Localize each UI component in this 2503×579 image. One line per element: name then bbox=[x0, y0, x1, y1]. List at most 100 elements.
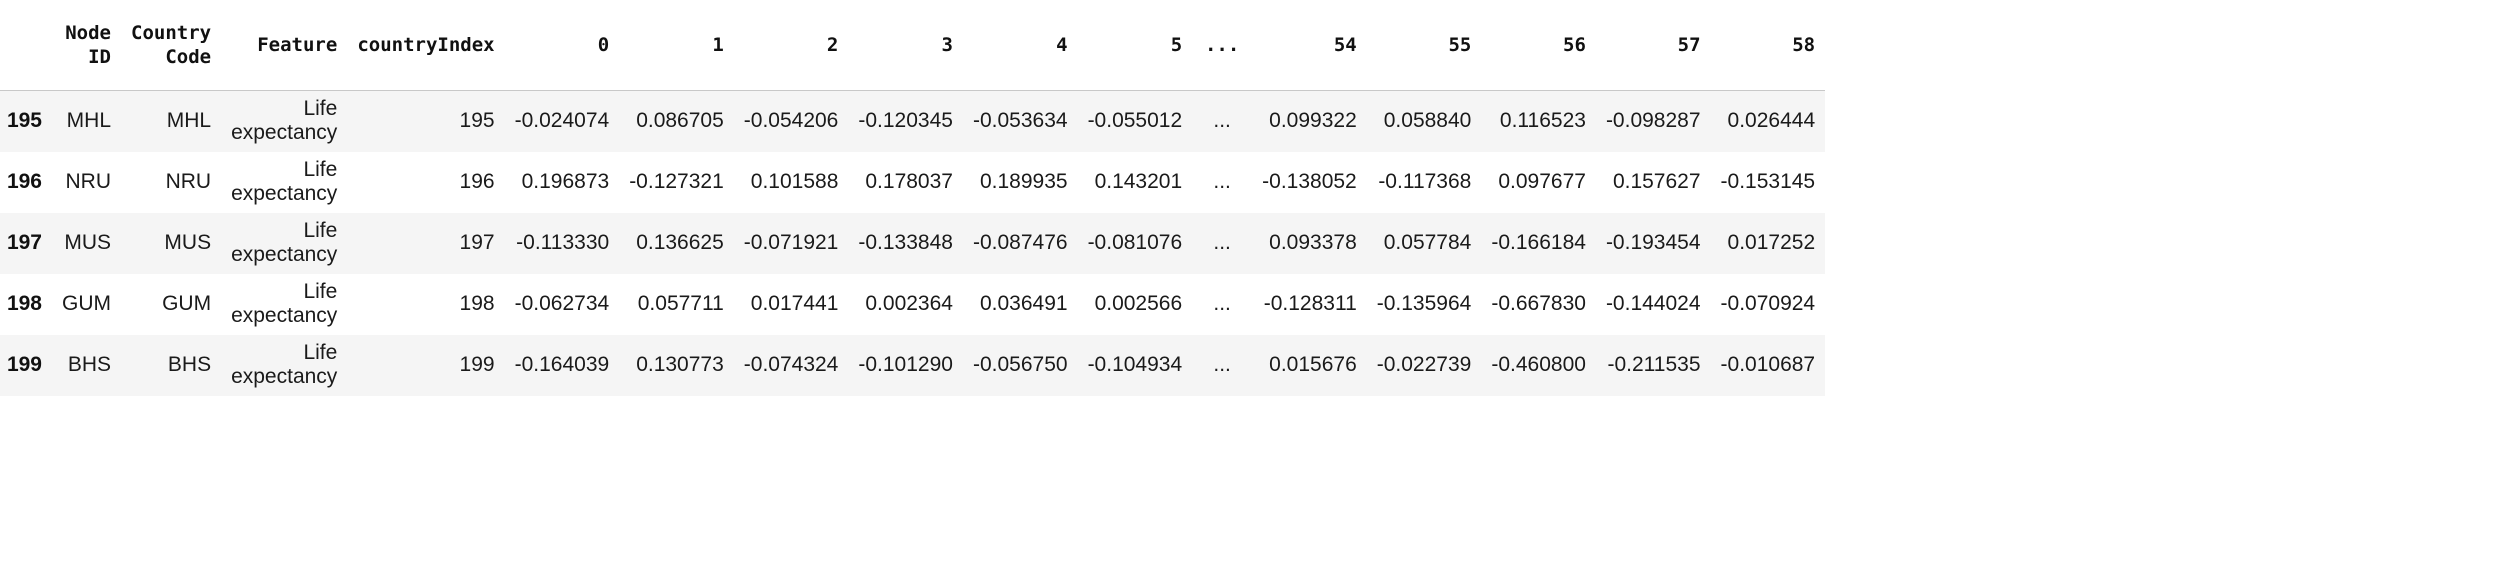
column-header-1: 1 bbox=[619, 0, 734, 91]
cell-value: -0.193454 bbox=[1605, 231, 1701, 254]
cell-value: -0.211535 bbox=[1607, 353, 1701, 376]
table-row: 195 MHL MHL Life expectancy 195 -0.02407… bbox=[0, 90, 1826, 152]
cell-value: -0.055012 bbox=[1087, 109, 1183, 133]
cell-node-id: MUS bbox=[64, 231, 111, 254]
column-header-58: 58 bbox=[1710, 0, 1826, 91]
cell-value: -0.054206 bbox=[743, 109, 839, 133]
index-header bbox=[0, 0, 52, 91]
cell-value: 0.058840 bbox=[1383, 109, 1472, 133]
cell-value: -0.128311 bbox=[1263, 292, 1357, 315]
cell-value: 0.002566 bbox=[1094, 292, 1183, 315]
cell-value: 0.036491 bbox=[979, 292, 1068, 315]
cell-country-code: MHL bbox=[166, 109, 212, 133]
column-header-3: 3 bbox=[848, 0, 963, 91]
cell-value: -0.053634 bbox=[972, 109, 1068, 133]
column-header-4: 4 bbox=[962, 0, 1078, 91]
cell-value: -0.101290 bbox=[858, 353, 953, 376]
header-row: Node ID Country Code Feature countryInde… bbox=[0, 0, 1826, 91]
cell-feature: Life expectancy bbox=[231, 341, 338, 388]
cell-country-code: GUM bbox=[162, 292, 212, 315]
cell-value: -0.022739 bbox=[1376, 353, 1472, 376]
cell-country-code: MUS bbox=[164, 231, 212, 254]
cell-value: -0.166184 bbox=[1491, 231, 1586, 254]
column-header-57: 57 bbox=[1595, 0, 1711, 91]
cell-value: -0.164039 bbox=[514, 353, 610, 376]
cell-value: -0.135964 bbox=[1376, 292, 1472, 315]
cell-country-index: 196 bbox=[459, 170, 495, 193]
cell-country-index: 199 bbox=[459, 353, 495, 376]
cell-value: 0.086705 bbox=[636, 109, 724, 133]
table-row: 197 MUS MUS Life expectancy 197 -0.11333… bbox=[0, 212, 1826, 274]
table-row: 199 BHS BHS Life expectancy 199 -0.16403… bbox=[0, 334, 1826, 396]
cell-value: 0.143201 bbox=[1094, 170, 1183, 193]
table-row: 198 GUM GUM Life expectancy 198 -0.06273… bbox=[0, 273, 1826, 335]
row-index: 195 bbox=[6, 109, 42, 133]
cell-ellipsis: ... bbox=[1213, 170, 1231, 193]
cell-value: -0.153145 bbox=[1720, 170, 1816, 193]
cell-value: -0.133848 bbox=[858, 231, 953, 254]
cell-value: 0.002364 bbox=[865, 292, 953, 315]
cell-node-id: BHS bbox=[67, 353, 111, 376]
cell-value: 0.017252 bbox=[1727, 231, 1816, 254]
row-index: 197 bbox=[6, 231, 42, 254]
cell-value: 0.136625 bbox=[636, 231, 724, 254]
cell-feature: Life expectancy bbox=[231, 219, 338, 266]
cell-value: -0.120345 bbox=[858, 109, 953, 133]
cell-value: -0.127321 bbox=[629, 170, 724, 193]
column-header-0: 0 bbox=[504, 0, 620, 91]
row-index: 198 bbox=[6, 292, 42, 315]
cell-value: 0.015676 bbox=[1269, 353, 1357, 376]
dataframe-table: Node ID Country Code Feature countryInde… bbox=[0, 0, 1826, 396]
column-header-5: 5 bbox=[1077, 0, 1193, 91]
cell-country-index: 198 bbox=[459, 292, 495, 315]
cell-country-code: NRU bbox=[165, 170, 212, 193]
cell-ellipsis: ... bbox=[1213, 109, 1231, 133]
cell-ellipsis: ... bbox=[1213, 353, 1231, 376]
cell-feature: Life expectancy bbox=[231, 280, 338, 327]
column-header-feature: Feature bbox=[221, 0, 348, 91]
row-index: 199 bbox=[6, 353, 42, 376]
cell-value: -0.081076 bbox=[1087, 231, 1183, 254]
cell-value: 0.157627 bbox=[1612, 170, 1701, 193]
cell-country-index: 195 bbox=[459, 109, 495, 133]
column-header-country-index: countryIndex bbox=[347, 0, 505, 91]
cell-country-index: 197 bbox=[459, 231, 495, 254]
cell-value: -0.113330 bbox=[516, 231, 610, 254]
cell-value: -0.104934 bbox=[1087, 353, 1183, 376]
cell-value: 0.057784 bbox=[1383, 231, 1472, 254]
cell-value: -0.071921 bbox=[743, 231, 839, 254]
cell-value: -0.138052 bbox=[1262, 170, 1357, 193]
cell-value: 0.116523 bbox=[1499, 109, 1586, 133]
cell-value: -0.024074 bbox=[514, 109, 610, 133]
cell-feature: Life expectancy bbox=[231, 158, 338, 205]
row-index: 196 bbox=[6, 170, 42, 193]
cell-value: -0.070924 bbox=[1720, 292, 1816, 315]
cell-node-id: GUM bbox=[62, 292, 111, 315]
cell-value: -0.056750 bbox=[972, 353, 1068, 376]
cell-value: -0.062734 bbox=[514, 292, 610, 315]
cell-value: 0.178037 bbox=[865, 170, 953, 193]
cell-value: 0.097677 bbox=[1498, 170, 1586, 193]
cell-value: -0.667830 bbox=[1491, 292, 1586, 315]
cell-node-id: MHL bbox=[66, 109, 111, 133]
cell-value: 0.196873 bbox=[521, 170, 610, 193]
cell-value: -0.087476 bbox=[972, 231, 1068, 254]
cell-feature: Life expectancy bbox=[231, 97, 338, 145]
cell-value: 0.099322 bbox=[1269, 109, 1357, 133]
column-header-2: 2 bbox=[733, 0, 849, 91]
column-header-node-id: Node ID bbox=[52, 0, 121, 91]
column-header-54: 54 bbox=[1252, 0, 1367, 91]
cell-value: 0.101588 bbox=[750, 170, 839, 193]
cell-value: -0.460800 bbox=[1491, 353, 1586, 376]
cell-value: -0.144024 bbox=[1605, 292, 1701, 315]
cell-node-id: NRU bbox=[65, 170, 112, 193]
cell-value: -0.098287 bbox=[1605, 109, 1701, 133]
column-header-ellipsis: ... bbox=[1192, 0, 1253, 91]
cell-country-code: BHS bbox=[167, 353, 212, 376]
column-header-55: 55 bbox=[1366, 0, 1482, 91]
cell-value: -0.010687 bbox=[1720, 353, 1816, 376]
cell-value: 0.017441 bbox=[750, 292, 839, 315]
column-header-56: 56 bbox=[1481, 0, 1596, 91]
table-row: 196 NRU NRU Life expectancy 196 0.196873… bbox=[0, 151, 1826, 213]
cell-value: -0.117368 bbox=[1378, 170, 1472, 193]
